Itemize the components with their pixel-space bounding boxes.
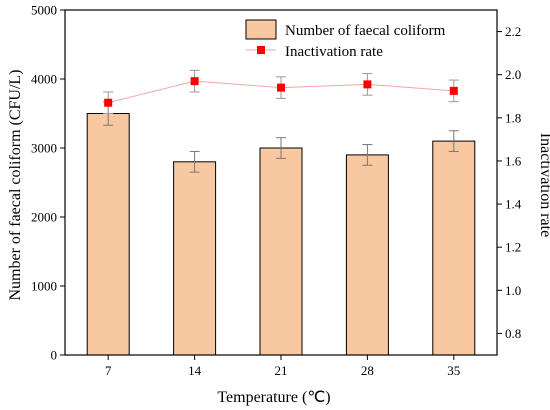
inactivation-point-21 bbox=[277, 83, 285, 92]
bar-21 bbox=[259, 147, 303, 356]
y2-tick-label-2: 2.0 bbox=[505, 67, 521, 82]
legend: Number of faecal coliform Inactivation r… bbox=[245, 19, 446, 60]
y2-axis-title: Inactivation rate bbox=[537, 133, 550, 237]
legend-bar-swatch bbox=[245, 19, 277, 40]
legend-line-marker bbox=[257, 46, 265, 54]
line-layer bbox=[103, 69, 459, 114]
x-tick-label-35: 35 bbox=[447, 363, 460, 378]
y-tick-label-0: 0 bbox=[51, 348, 58, 363]
y2-tick-label-1.4: 1.4 bbox=[505, 197, 522, 212]
bars-layer bbox=[86, 101, 476, 356]
legend-line-label: Inactivation rate bbox=[285, 44, 383, 60]
y-tick-label-3000: 3000 bbox=[31, 141, 57, 156]
y-tick-label-5000: 5000 bbox=[31, 3, 57, 18]
inactivation-point-7 bbox=[104, 98, 113, 107]
y2-tick-label-1.6: 1.6 bbox=[505, 153, 522, 168]
bar-35 bbox=[432, 140, 476, 356]
ticks-layer: 0 1000 2000 3000 4000 5000 0.8 1.0 1.2 1.4 1.6 1.8 2… bbox=[31, 3, 522, 379]
x-tick-label-21: 21 bbox=[275, 363, 288, 378]
y2-tick-label-0.8: 0.8 bbox=[505, 326, 521, 341]
y-axis-title: Number of faecal coliform (CFU/L) bbox=[7, 69, 24, 300]
y-tick-label-4000: 4000 bbox=[31, 72, 57, 87]
bar-7 bbox=[86, 113, 130, 356]
legend-bar-label: Number of faecal coliform bbox=[285, 23, 446, 39]
y-tick-label-2000: 2000 bbox=[31, 210, 57, 225]
x-tick-label-28: 28 bbox=[361, 363, 374, 378]
y2-tick-label-2.2: 2.2 bbox=[505, 24, 521, 39]
y2-tick-label-1.2: 1.2 bbox=[505, 240, 521, 255]
y2-tick-label-1: 1.0 bbox=[505, 283, 521, 298]
x-tick-label-14: 14 bbox=[188, 363, 202, 378]
bar-28 bbox=[345, 154, 389, 356]
x-tick-label-7: 7 bbox=[105, 363, 112, 378]
y-tick-label-1000: 1000 bbox=[31, 279, 57, 294]
bar-14 bbox=[173, 161, 217, 356]
y2-tick-label-1.8: 1.8 bbox=[505, 110, 521, 125]
inactivation-point-28 bbox=[363, 80, 372, 89]
inactivation-point-14 bbox=[190, 77, 199, 86]
x-axis-title: Temperature (℃) bbox=[217, 389, 330, 406]
inactivation-point-35 bbox=[449, 86, 458, 95]
